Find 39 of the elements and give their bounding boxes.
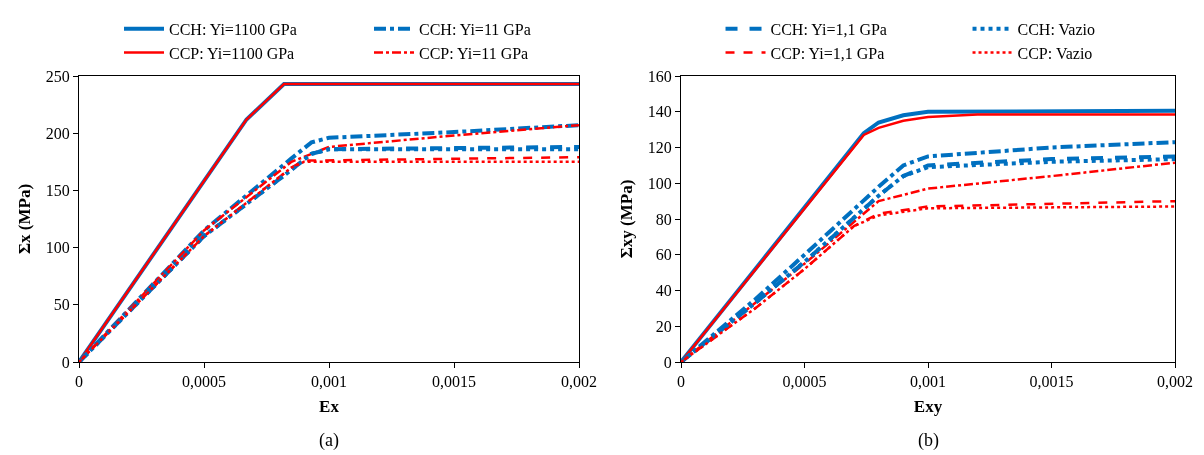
legend-label: CCH: Yi=1,1 GPa — [770, 20, 887, 38]
y-axis-title: Σx (MPa) — [15, 183, 35, 255]
legend-label: CCH: Vazio — [1017, 20, 1095, 38]
y-tick-label: 140 — [647, 103, 672, 121]
x-tick-label: 0,001 — [910, 373, 946, 391]
text: (b) — [918, 430, 939, 451]
y-axis-title: Σxy (MPa) — [617, 179, 637, 259]
y-tick-label: 250 — [45, 67, 70, 85]
y-tick-label: 50 — [53, 296, 70, 314]
x-tick-label: 0 — [75, 373, 83, 391]
legend-label: CCH: Yi=1100 GPa — [169, 20, 297, 38]
x-axis-title: Exy — [913, 396, 943, 416]
x-tick-label: 0,002 — [1157, 373, 1193, 391]
y-tick-label: 80 — [655, 210, 672, 228]
y-tick-label: 60 — [655, 246, 672, 264]
legend-label: CCP: Yi=1,1 GPa — [770, 44, 885, 62]
text: (a) — [319, 430, 339, 451]
x-tick-label: 0,0005 — [782, 373, 827, 391]
y-tick-label: 150 — [45, 182, 70, 199]
y-tick-label: 0 — [61, 353, 70, 371]
x-tick-label: 0,002 — [561, 373, 597, 391]
legend-label: CCP: Yi=1100 GPa — [169, 44, 295, 62]
x-tick-label: 0,0015 — [432, 373, 476, 391]
legend-label: CCH: Yi=11 GPa — [419, 20, 531, 38]
x-tick-label: 0,001 — [311, 373, 347, 391]
y-tick-label: 0 — [663, 353, 672, 371]
legend-label: CCP: Vazio — [1017, 44, 1093, 62]
x-tick-label: 0,0015 — [1029, 373, 1074, 391]
y-tick-label: 120 — [647, 139, 672, 157]
legend-label: CCP: Yi=11 GPa — [419, 44, 529, 62]
y-tick-label: 20 — [655, 317, 672, 335]
y-tick-label: 100 — [45, 239, 70, 257]
y-tick-label: 100 — [647, 174, 672, 192]
y-tick-label: 200 — [45, 124, 70, 142]
y-tick-label: 160 — [647, 67, 672, 85]
x-tick-label: 0 — [677, 373, 685, 391]
x-tick-label: 0,0005 — [182, 373, 226, 391]
y-tick-label: 40 — [655, 282, 672, 300]
x-axis-title: Ex — [319, 396, 340, 416]
